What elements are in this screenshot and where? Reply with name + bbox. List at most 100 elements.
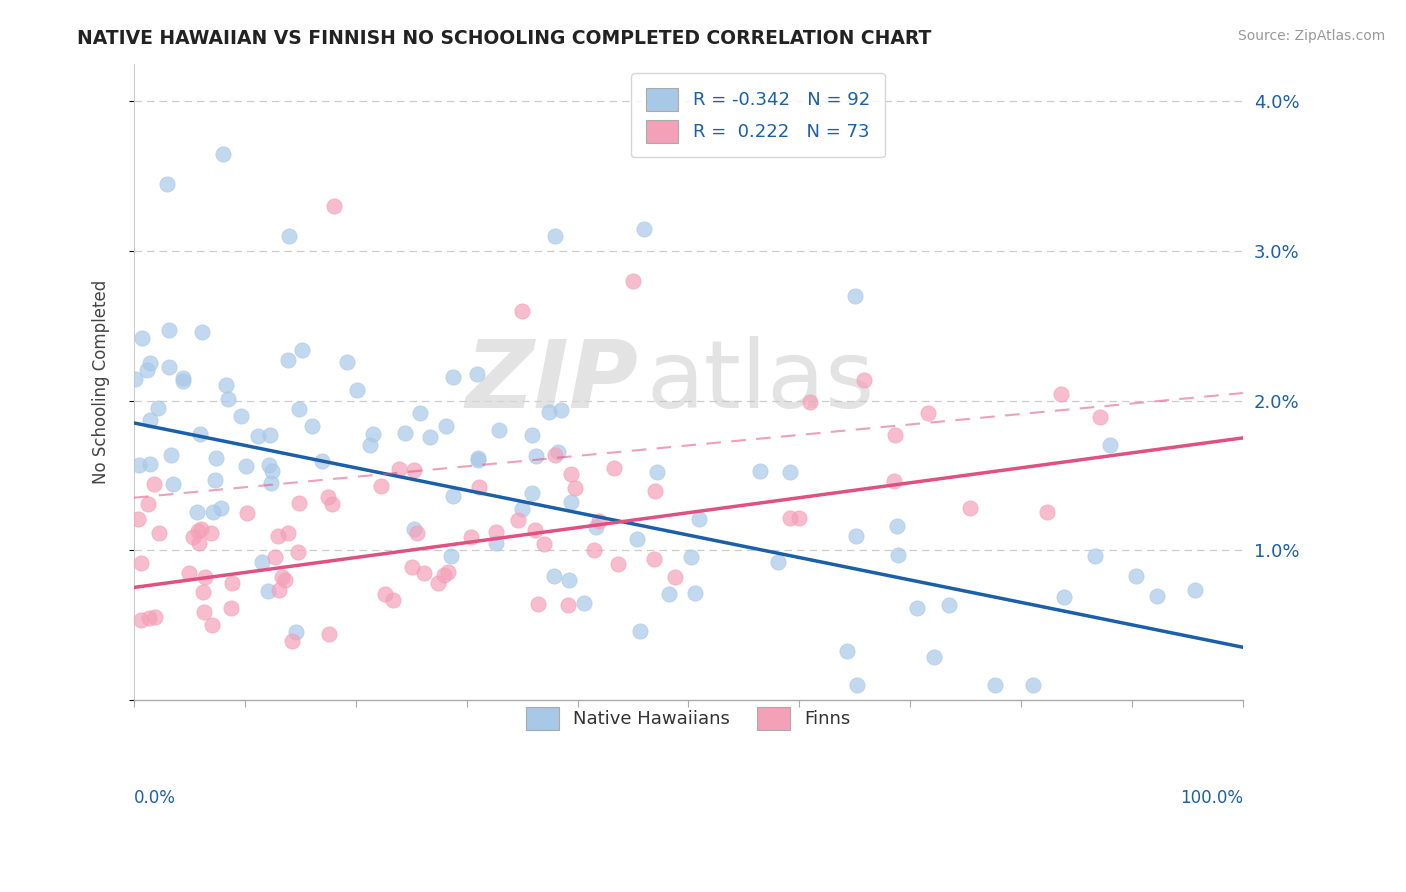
Point [179,566,201,581]
Point [138,458,160,472]
Point [138,611,160,625]
Point [188,427,211,442]
Point [845,529,868,543]
Text: atlas: atlas [647,335,875,428]
Point [766,555,789,569]
Point [779,465,801,479]
Point [524,523,547,537]
Text: NATIVE HAWAIIAN VS FINNISH NO SCHOOLING COMPLETED CORRELATION CHART: NATIVE HAWAIIAN VS FINNISH NO SCHOOLING … [77,29,932,47]
Point [606,557,628,571]
Point [852,373,875,387]
Point [560,495,582,509]
Point [485,524,508,539]
Point [205,451,228,466]
Point [434,418,457,433]
Point [441,489,464,503]
Point [588,514,610,528]
Point [938,599,960,613]
Text: Source: ZipAtlas.com: Source: ZipAtlas.com [1237,29,1385,43]
Point [277,526,299,541]
Point [564,481,586,495]
Point [187,524,209,538]
Point [135,363,157,377]
Point [129,613,152,627]
Point [883,475,905,489]
Point [159,448,181,462]
Point [404,462,426,476]
Point [139,413,162,427]
Point [585,520,607,534]
Point [215,378,238,392]
Point [318,490,340,504]
Point [681,549,703,564]
Point [557,598,579,612]
Point [200,525,222,540]
Point [543,569,565,583]
Point [250,555,273,569]
Point [409,406,432,420]
Point [426,575,449,590]
Point [231,409,253,423]
Point [467,453,489,467]
Point [1125,569,1147,583]
Point [193,585,215,599]
Point [209,500,232,515]
Point [359,438,381,452]
Point [835,644,858,658]
Legend: Native Hawaiians, Finns: Native Hawaiians, Finns [512,692,865,745]
Point [143,609,166,624]
Point [433,567,456,582]
Point [204,474,226,488]
Point [201,618,224,632]
Point [1184,582,1206,597]
Point [259,427,281,442]
Point [131,331,153,345]
Point [221,576,243,591]
Point [779,511,801,525]
Point [321,497,343,511]
Point [247,429,270,443]
Point [388,462,411,476]
Point [488,423,510,437]
Point [322,199,344,213]
Point [157,359,180,374]
Point [291,343,314,357]
Y-axis label: No Schooling Completed: No Schooling Completed [93,280,110,484]
Point [583,543,606,558]
Point [460,530,482,544]
Point [467,451,489,466]
Point [688,512,710,526]
Point [271,570,294,584]
Point [157,323,180,337]
Point [162,476,184,491]
Point [1084,549,1107,564]
Point [522,428,544,442]
Point [633,221,655,235]
Point [658,587,681,601]
Point [172,374,194,388]
Point [520,486,543,500]
Point [402,522,425,536]
Point [419,430,441,444]
Point [538,405,561,419]
Point [370,479,392,493]
Point [510,303,533,318]
Point [136,497,159,511]
Point [527,597,550,611]
Point [156,177,179,191]
Point [572,596,595,610]
Point [260,464,283,478]
Point [194,569,217,583]
Point [190,522,212,536]
Point [550,403,572,417]
Text: ZIP: ZIP [465,335,638,428]
Point [236,506,259,520]
Point [336,355,359,369]
Point [436,566,458,580]
Point [287,495,309,509]
Point [211,146,233,161]
Point [1022,678,1045,692]
Point [1050,387,1073,401]
Point [301,418,323,433]
Point [645,465,668,479]
